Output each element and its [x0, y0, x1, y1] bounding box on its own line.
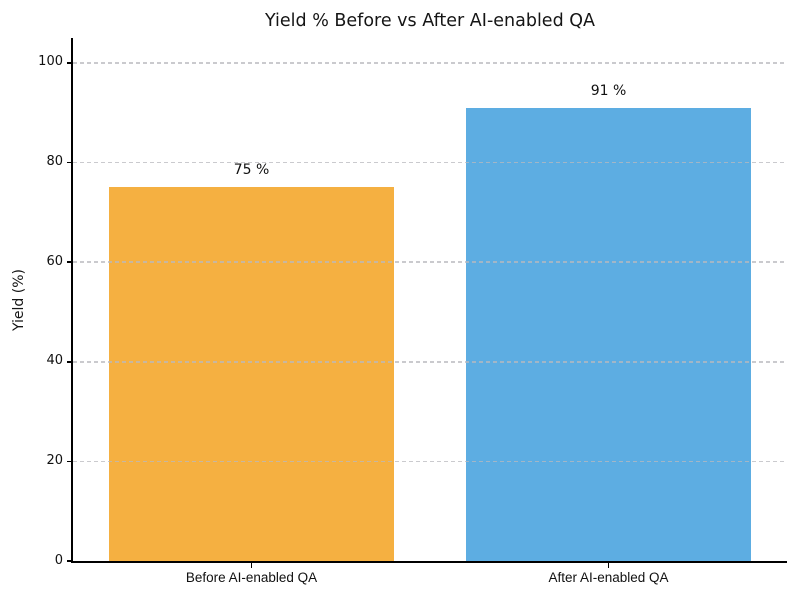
y-tick-mark: [66, 361, 73, 363]
x-tick-mark: [607, 562, 610, 568]
chart-title: Yield % Before vs After AI-enabled QA: [264, 11, 595, 31]
y-tick-label: 80: [46, 154, 63, 170]
y-tick-label: 0: [54, 552, 63, 568]
bar-before: [108, 187, 395, 561]
x-tick-label: Before AI-enabled QA: [185, 570, 318, 585]
y-tick-label: 60: [46, 253, 63, 269]
x-axis-spine: [71, 561, 787, 563]
gridline-y-80: [73, 161, 787, 164]
gridline-y-40: [73, 361, 787, 363]
gridline-y-20: [73, 460, 787, 463]
gridline-y-60: [73, 261, 787, 263]
y-tick-mark: [66, 261, 73, 263]
y-tick-label: 40: [46, 353, 63, 369]
y-tick-mark: [66, 560, 73, 562]
bar-value-label: 91 %: [590, 82, 627, 99]
y-tick-label: 20: [46, 452, 63, 468]
bar-value-label: 75 %: [233, 162, 270, 179]
y-tick-mark: [66, 460, 73, 463]
y-tick-mark: [66, 62, 73, 64]
gridline-y-100: [73, 62, 787, 64]
x-tick-mark: [250, 562, 253, 568]
x-tick-label: After AI-enabled QA: [548, 570, 669, 585]
y-tick-mark: [66, 161, 73, 164]
y-axis-spine: [71, 38, 73, 563]
bar-after: [465, 107, 752, 561]
y-tick-label: 100: [38, 54, 63, 70]
